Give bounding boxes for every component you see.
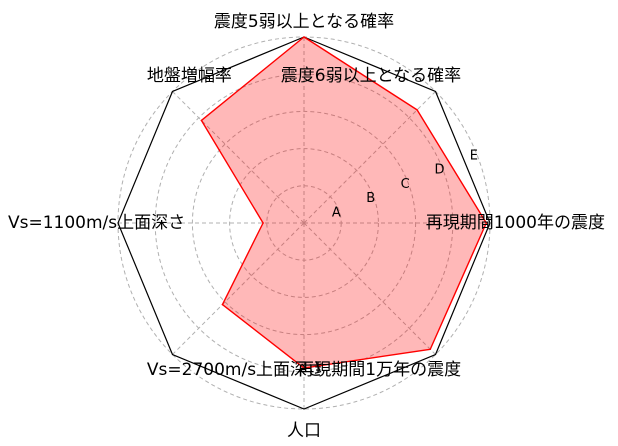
- tick-label-b: B: [366, 191, 375, 206]
- data-point-0: [303, 36, 305, 38]
- grid-circle-c: [191, 110, 417, 336]
- axis-labels: 震度5弱以上となる確率震度6弱以上となる確率再現期間1000年の震度再現期間1万…: [8, 12, 605, 441]
- radar-frame: [117, 36, 491, 410]
- spoke-3: [303, 222, 436, 355]
- grid-circle-b: [229, 148, 379, 298]
- axis-label-5: Vs=2700m/s上面深さ: [147, 360, 324, 380]
- spoke-7: [172, 91, 305, 224]
- data-point-3: [429, 348, 432, 351]
- series-polygon-0: [200, 36, 487, 369]
- data-point-2: [485, 222, 488, 224]
- axis-label-2: 再現期間1000年の震度: [426, 213, 605, 233]
- data-point-6: [262, 222, 264, 224]
- axis-label-0: 震度5弱以上となる確率: [214, 12, 394, 32]
- tick-label-d: D: [434, 163, 444, 178]
- axis-label-4: 人口: [287, 421, 321, 441]
- axis-label-1: 震度6弱以上となる確率: [281, 66, 461, 86]
- data-point-7: [200, 119, 203, 122]
- data-point-4: [303, 367, 305, 369]
- spoke-1: [303, 91, 436, 224]
- axis-label-7: 地盤増幅率: [147, 66, 232, 86]
- tick-label-e: E: [470, 148, 478, 163]
- axis-label-6: Vs=1100m/s上面深さ: [8, 213, 185, 233]
- data-point-5: [221, 303, 224, 306]
- series-layer: [200, 36, 488, 369]
- axis-label-3: 再現期間1万年の震度: [297, 360, 461, 380]
- tick-labels: A B C D E: [332, 148, 478, 220]
- tick-label-a: A: [332, 205, 341, 220]
- spoke-5: [172, 222, 305, 355]
- data-point-1: [416, 109, 418, 111]
- tick-label-c: C: [401, 177, 410, 192]
